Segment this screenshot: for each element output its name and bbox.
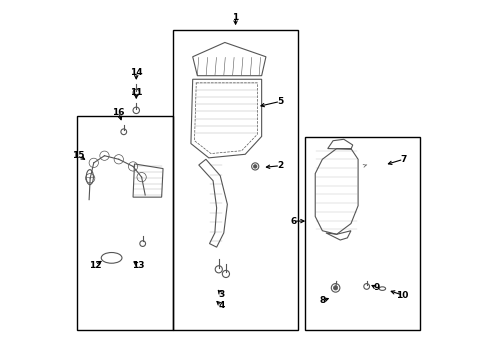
Text: 8: 8 — [319, 296, 325, 305]
Text: 1: 1 — [232, 13, 238, 22]
Text: 11: 11 — [130, 88, 142, 97]
Text: 15: 15 — [72, 151, 85, 160]
Circle shape — [333, 286, 337, 290]
Text: 10: 10 — [395, 291, 408, 300]
Text: 14: 14 — [130, 68, 142, 77]
Text: 4: 4 — [218, 301, 224, 310]
Text: 6: 6 — [290, 217, 296, 226]
Text: 3: 3 — [218, 290, 224, 299]
Text: 5: 5 — [277, 97, 283, 106]
Text: 9: 9 — [373, 283, 379, 292]
Text: 16: 16 — [112, 108, 125, 117]
Text: 13: 13 — [132, 261, 144, 270]
Text: 12: 12 — [89, 261, 101, 270]
Text: 7: 7 — [400, 155, 406, 164]
Circle shape — [253, 165, 257, 168]
Text: 2: 2 — [277, 161, 283, 170]
FancyArrowPatch shape — [362, 165, 366, 167]
